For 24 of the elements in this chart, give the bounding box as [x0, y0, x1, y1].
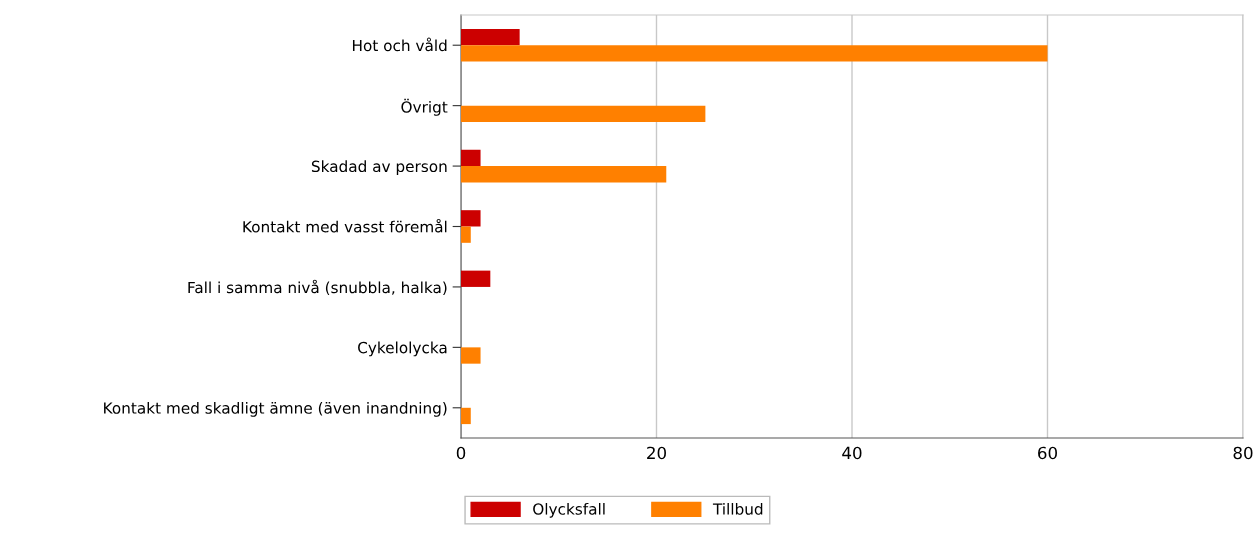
- x-tick-label: 60: [1038, 446, 1057, 460]
- y-tick-label: Skadad av person: [311, 160, 447, 176]
- x-tick-label: 80: [1233, 446, 1253, 460]
- x-tick-label: 0: [456, 446, 466, 460]
- y-tick-label: Kontakt med vasst föremål: [243, 218, 447, 233]
- legend-label: Olycksfall: [533, 502, 605, 518]
- y-tick-label: Cykelolycka: [358, 341, 447, 357]
- bar: [461, 347, 481, 364]
- bar: [461, 226, 471, 243]
- legend-label: Tillbud: [712, 502, 763, 515]
- bar: [461, 28, 520, 46]
- x-tick-label: 20: [647, 446, 666, 460]
- y-tick-label: Hot och våld: [352, 37, 447, 52]
- bar: [461, 45, 1048, 62]
- bar: [461, 210, 481, 227]
- bar: [461, 407, 471, 425]
- y-tick-label: Övrigt: [401, 98, 448, 116]
- x-tick-label: 40: [842, 446, 862, 460]
- bar: [461, 105, 706, 122]
- y-tick-label: Kontakt med skadligt ämne (även inandning): [104, 401, 447, 417]
- y-tick-label: Fall i samma nivå (snubbla, halka): [188, 279, 447, 296]
- bar: [461, 166, 667, 183]
- bar: [461, 270, 491, 287]
- bar: [461, 149, 481, 167]
